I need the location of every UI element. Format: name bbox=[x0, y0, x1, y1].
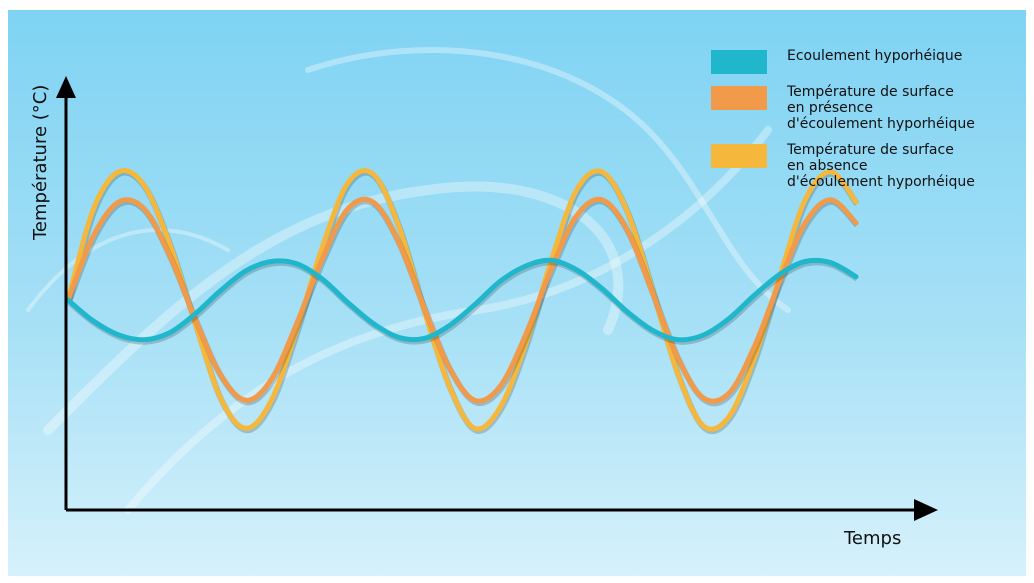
y-axis-label: Température (°C) bbox=[30, 84, 51, 240]
decor-swirl bbox=[26, 228, 230, 312]
series-line-surface-with-flow bbox=[65, 196, 859, 404]
legend-item-hyporheic-flow: Ecoulement hyporhéique bbox=[711, 48, 1021, 74]
legend-swatch-hyporheic-flow bbox=[711, 50, 767, 74]
legend-item-surface-with-flow: Température de surface en présence d'éco… bbox=[711, 84, 1021, 132]
legend-swatch-surface-without-flow bbox=[711, 144, 767, 168]
legend-swatch-surface-with-flow bbox=[711, 86, 767, 110]
chart-frame: Température (°C) Temps Ecoulement hyporh… bbox=[8, 10, 1026, 576]
water-texture-background bbox=[26, 47, 791, 514]
x-axis-arrow bbox=[914, 499, 938, 521]
chart-canvas bbox=[26, 47, 938, 521]
decor-swirl bbox=[305, 47, 791, 313]
decor-swirl bbox=[124, 126, 772, 514]
legend-label-hyporheic-flow: Ecoulement hyporhéique bbox=[787, 48, 963, 64]
y-axis-arrow bbox=[56, 76, 76, 98]
series-line-hyporheic-flow bbox=[65, 257, 859, 343]
series-line-surface-without-flow bbox=[65, 168, 859, 432]
legend-item-surface-without-flow: Température de surface en absence d'écou… bbox=[711, 142, 1021, 190]
series-layer bbox=[65, 168, 860, 435]
decor-swirl bbox=[43, 181, 624, 435]
legend: Ecoulement hyporhéique Température de su… bbox=[711, 48, 1021, 200]
x-axis-label: Temps bbox=[844, 528, 902, 549]
legend-label-surface-without-flow: Température de surface en absence d'écou… bbox=[787, 142, 975, 190]
legend-label-surface-with-flow: Température de surface en présence d'éco… bbox=[787, 84, 975, 132]
